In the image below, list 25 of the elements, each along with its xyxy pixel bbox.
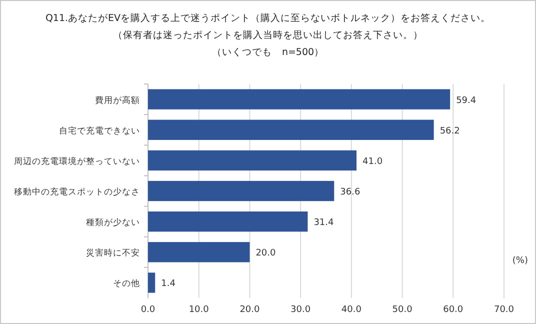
y-tick-label: その他 — [113, 278, 140, 290]
data-label: 59.4 — [456, 96, 476, 106]
data-label: 41.0 — [362, 156, 383, 167]
y-tick-label: 種類が少ない — [86, 217, 140, 228]
x-tick-label: 50.0 — [392, 305, 413, 315]
x-tick-label: 40.0 — [341, 305, 362, 315]
data-label: 56.2 — [440, 126, 460, 136]
x-tick-label: 20.0 — [240, 305, 260, 315]
y-tick-label: 自宅で充電できない — [59, 125, 140, 136]
x-tick-label: 30.0 — [290, 305, 311, 315]
y-tick-label: 移動中の充電スポットの少なさ — [14, 186, 140, 198]
x-tick-label: 10.0 — [188, 305, 210, 315]
y-tick-label: 災害時に不安 — [86, 248, 140, 259]
title: Q11.あなたがEVを購入する上で迷うポイント（購入に至らないボトルネック）をお答えください。（保有者は迷ったポイントを購入当時を思い出してお答え下さい。） — [44, 12, 492, 43]
data-label: 36.6 — [340, 188, 360, 198]
x-tick-label: 60.0 — [443, 305, 464, 315]
x-tick-label: 0.0 — [140, 305, 156, 315]
x-tick-label: 70.0 — [494, 305, 514, 315]
data-label: 31.4 — [314, 218, 334, 228]
x-axis-title: (%) — [512, 256, 528, 266]
y-tick-label: 周辺の充電環境が整っていない — [14, 156, 140, 167]
subtitle: （いくつでも n=500） — [210, 46, 326, 60]
data-label: 20.0 — [256, 248, 276, 259]
y-tick-label: 費用が高額 — [95, 94, 140, 106]
data-label: 1.4 — [161, 279, 176, 290]
